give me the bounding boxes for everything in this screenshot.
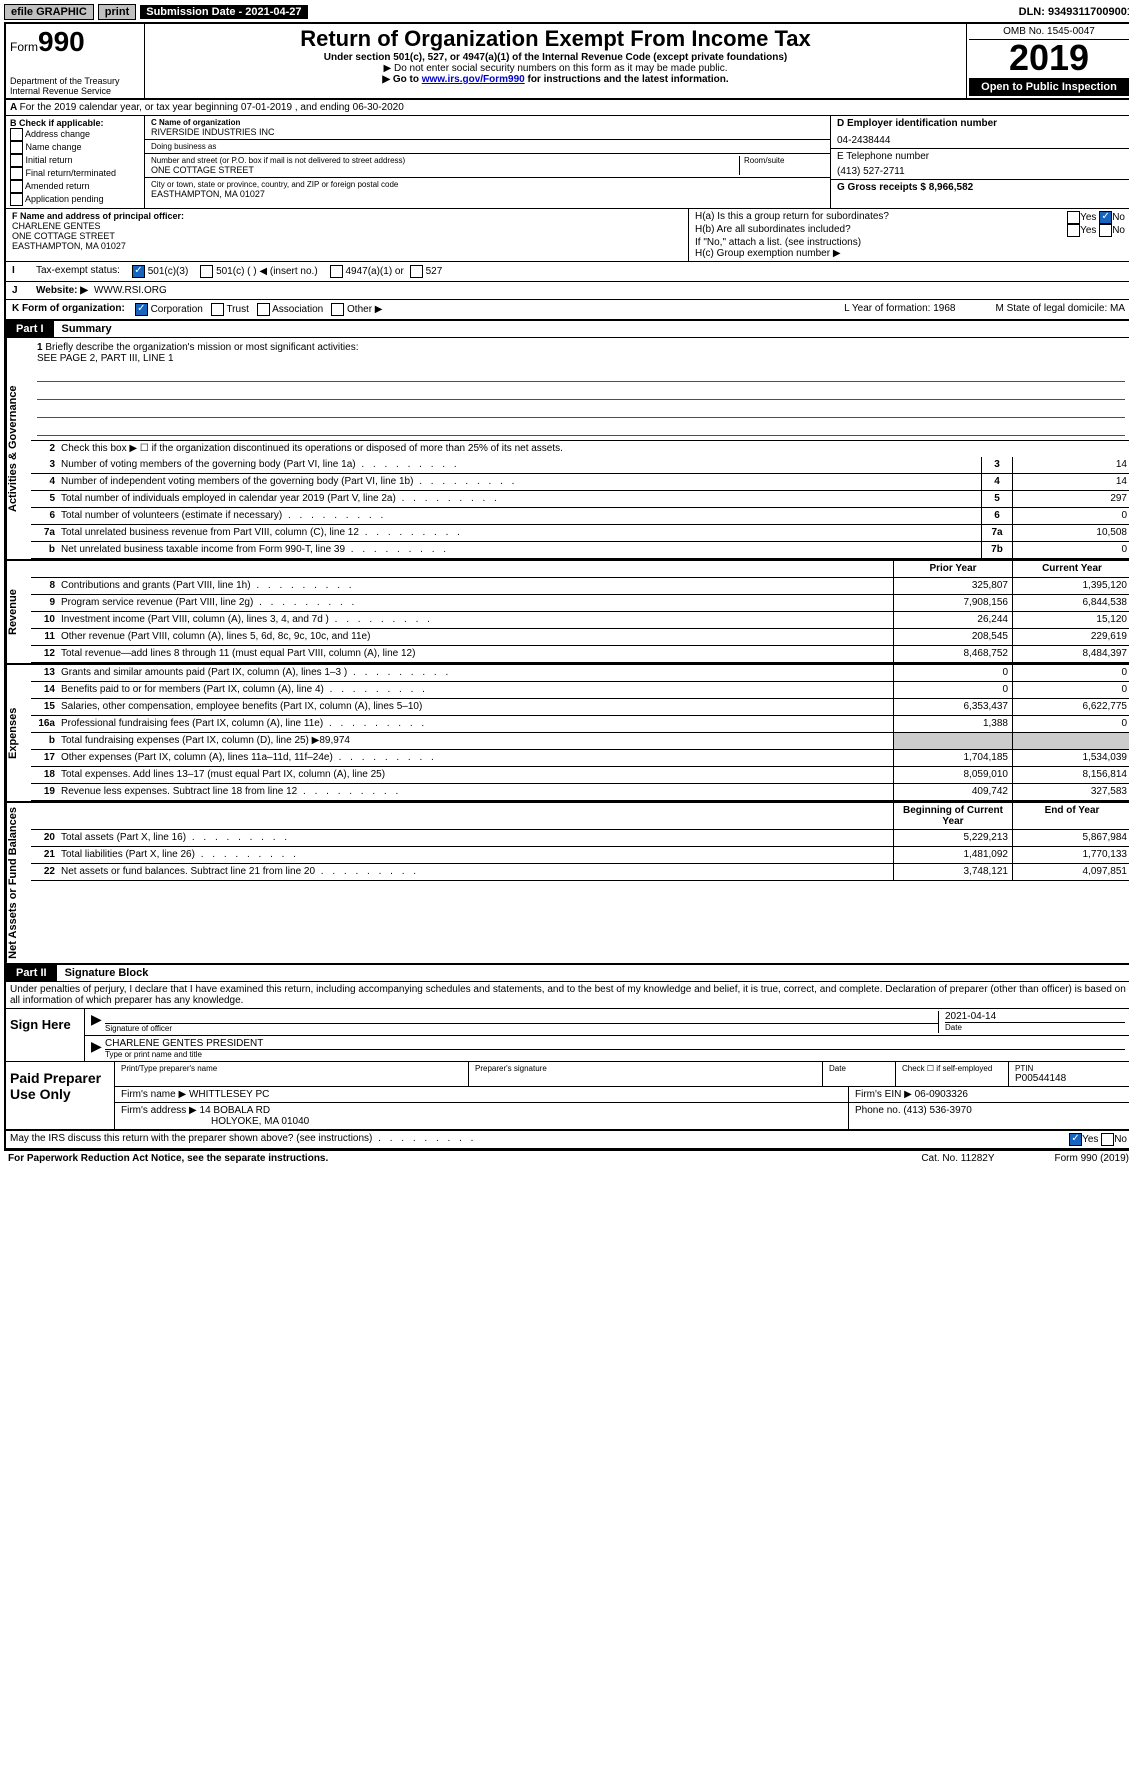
mission-block: 1 Briefly describe the organization's mi… xyxy=(31,338,1129,441)
vtab-net-assets: Net Assets or Fund Balances xyxy=(6,803,31,963)
form-title: Return of Organization Exempt From Incom… xyxy=(153,26,958,52)
form-title-cell: Return of Organization Exempt From Incom… xyxy=(145,24,966,98)
form-of-org: K Form of organization: ✓ Corporation Tr… xyxy=(6,300,1129,321)
perjury-text: Under penalties of perjury, I declare th… xyxy=(6,982,1129,1009)
form-990: Form990 Department of the Treasury Inter… xyxy=(4,22,1129,1151)
discuss-row: May the IRS discuss this return with the… xyxy=(6,1131,1129,1149)
year-cell: OMB No. 1545-0047 2019 Open to Public In… xyxy=(966,24,1129,98)
submission-date: Submission Date - 2021-04-27 xyxy=(140,5,307,19)
irs-link[interactable]: www.irs.gov/Form990 xyxy=(422,74,525,85)
ein-phone: D Employer identification number 04-2438… xyxy=(830,116,1129,208)
sign-here-block: Sign Here ▶ Signature of officer 2021-04… xyxy=(6,1009,1129,1062)
efile-button[interactable]: efile GRAPHIC xyxy=(4,4,94,20)
vtab-governance: Activities & Governance xyxy=(6,338,31,559)
dln: DLN: 93493117009001 xyxy=(1019,6,1129,18)
page-footer: For Paperwork Reduction Act Notice, see … xyxy=(4,1151,1129,1166)
print-button[interactable]: print xyxy=(98,4,136,20)
check-applicable: B Check if applicable: Address change Na… xyxy=(6,116,145,208)
paid-preparer: Paid Preparer Use Only Print/Type prepar… xyxy=(6,1062,1129,1131)
principal-officer: F Name and address of principal officer:… xyxy=(6,209,688,261)
tax-year-row: A For the 2019 calendar year, or tax yea… xyxy=(6,100,1129,116)
part2-header: Part II Signature Block xyxy=(6,965,1129,982)
vtab-expenses: Expenses xyxy=(6,665,31,801)
org-info: C Name of organization RIVERSIDE INDUSTR… xyxy=(145,116,830,208)
vtab-revenue: Revenue xyxy=(6,561,31,663)
group-return: H(a) Is this a group return for subordin… xyxy=(688,209,1129,261)
tax-exempt-status: I Tax-exempt status: ✓ 501(c)(3) 501(c) … xyxy=(6,262,1129,282)
part1-header: Part I Summary xyxy=(6,321,1129,338)
top-toolbar: efile GRAPHIC print Submission Date - 20… xyxy=(4,4,1129,20)
website-row: J Website: ▶ WWW.RSI.ORG xyxy=(6,282,1129,300)
form-number-cell: Form990 Department of the Treasury Inter… xyxy=(6,24,145,98)
